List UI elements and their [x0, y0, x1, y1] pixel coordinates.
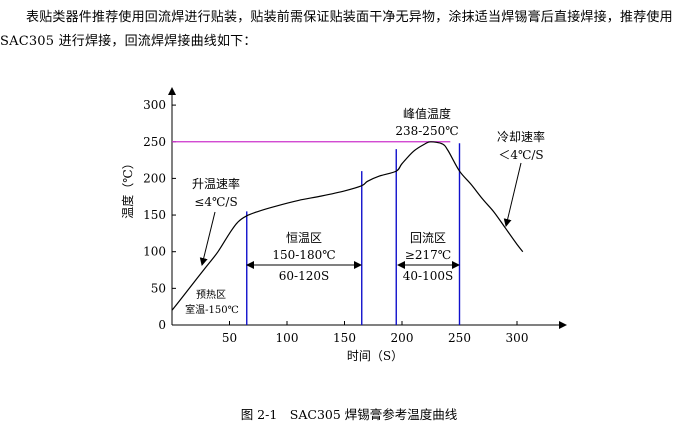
y-tick-label: 300 — [143, 98, 166, 112]
y-axis-title: 温度（℃） — [120, 157, 135, 218]
x-axis-title: 时间（S） — [347, 349, 403, 363]
ramp-up-title: 升温速率 — [192, 176, 240, 191]
x-tick-label: 50 — [222, 331, 237, 345]
temperature-curve — [171, 141, 524, 311]
y-tick-label: 100 — [143, 245, 166, 259]
y-tick-label: 50 — [151, 281, 166, 295]
preheat-title: 预热区 — [196, 288, 226, 301]
soak-time: 60-120S — [279, 269, 329, 283]
peak-title: 峰值温度 — [403, 106, 451, 121]
soak-title: 恒温区 — [286, 231, 322, 245]
cooling-rate: ＜4℃/S — [498, 148, 543, 162]
reflow-temp: ≥217℃ — [405, 248, 451, 262]
x-tick-label: 300 — [506, 331, 529, 345]
reflow-chart: 0 50 100 150 200 250 300 50 100 150 200 250 300 时间（S… — [120, 87, 567, 363]
x-tick-label: 100 — [276, 331, 299, 345]
soak-temp: 150-180℃ — [272, 248, 335, 262]
y-tick-label: 150 — [143, 208, 166, 222]
ramp-up-rate: ≤4℃/S — [194, 195, 237, 209]
peak-temp: 238-250℃ — [395, 124, 458, 138]
ramp-up-pointer — [199, 211, 216, 266]
x-tick-label: 150 — [333, 331, 356, 345]
y-tick-label: 200 — [143, 171, 166, 185]
reflow-title: 回流区 — [410, 231, 446, 245]
cooling-title: 冷却速率 — [497, 129, 545, 144]
y-tick-label: 250 — [143, 135, 166, 149]
cooling-pointer — [503, 162, 522, 227]
figure-caption: 图 2-1 SAC305 焊锡膏参考温度曲线 — [240, 407, 458, 422]
x-tick-label: 250 — [448, 331, 471, 345]
preheat-range: 室温-150℃ — [185, 303, 239, 316]
x-tick-label: 200 — [391, 331, 414, 345]
reflow-time: 40-100S — [403, 269, 453, 283]
y-tick-label: 0 — [158, 318, 166, 332]
intro-paragraph: 表贴类器件推荐使用回流焊进行贴装，贴装前需保证贴装面干净无异物，涂抹适当焊锡膏后… — [0, 10, 673, 49]
